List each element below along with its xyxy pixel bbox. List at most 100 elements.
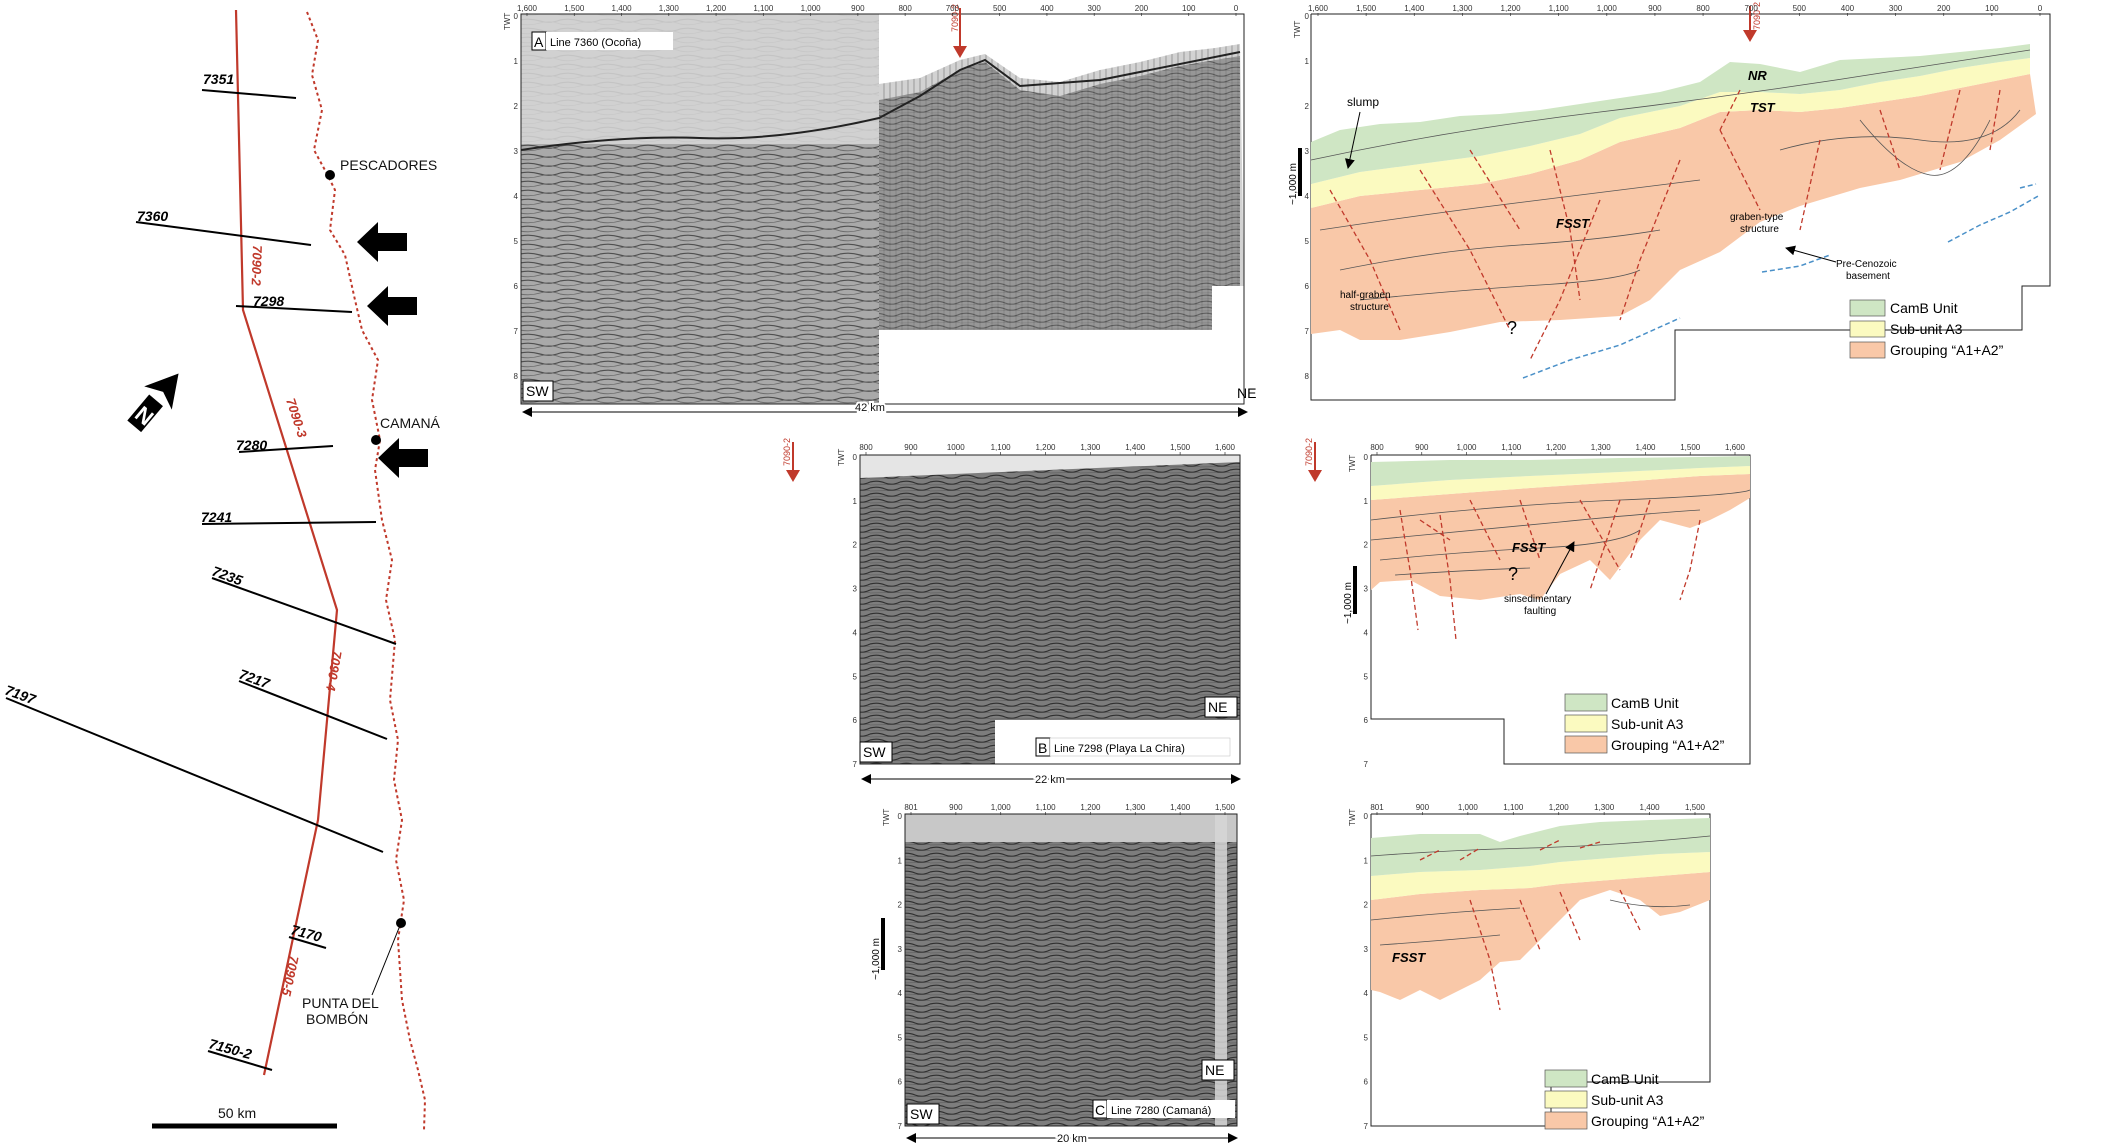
- interp-b-camb-unit: [1371, 456, 1750, 486]
- cdp-tick-label: 700: [1745, 4, 1759, 13]
- cdp-tick-label: 900: [1648, 4, 1662, 13]
- location-map: 7351 7360 7298 7280 7241 7235 7217 7197 …: [3, 9, 441, 1131]
- cdp-tick-label: 1,400: [1170, 803, 1191, 812]
- line-7280: [238, 445, 334, 453]
- panel-a-sw-box: [522, 380, 554, 402]
- interp-a-cdp-ticks: 1,600 1,500 1,400 1,300 1,200 1,100 1,000 900 80…: [1308, 4, 2043, 16]
- twt-tick-label: 1: [853, 497, 858, 506]
- interp-c-subunit-a3: [1371, 852, 1710, 900]
- line-7360: [135, 221, 312, 246]
- twt-tick-label: 5: [1364, 672, 1369, 681]
- interp-a-question: ?: [1507, 318, 1517, 338]
- twt-tick-label: 7: [514, 327, 519, 336]
- panel-b-sw: SW: [863, 744, 886, 760]
- interp-b-horizons: [1370, 489, 1751, 576]
- line-7298: [235, 305, 353, 313]
- panel-c-title: Line 7280 (Camaná): [1111, 1105, 1211, 1117]
- panel-c-title-box: [1107, 1100, 1235, 1118]
- panel-c-twt-label: TWT: [882, 809, 891, 826]
- label-7360: 7360: [137, 208, 168, 224]
- interp-a-graben-1: graben-type: [1730, 212, 1784, 223]
- place-marker-pescadores: [325, 170, 335, 180]
- cdp-tick-label: 1,400: [612, 4, 633, 13]
- panel-a-tie-arrowhead: [953, 46, 967, 58]
- panel-b-frame: [859, 454, 1241, 765]
- twt-tick-label: 3: [1305, 147, 1310, 156]
- interp-a-scale-label: ~1,000 m: [1288, 163, 1299, 205]
- panel-c-sw: SW: [910, 1106, 933, 1122]
- twt-tick-label: 2: [1305, 102, 1310, 111]
- place-punta-line2: BOMBÓN: [306, 1011, 368, 1027]
- label-7235: 7235: [210, 563, 245, 589]
- cdp-tick-label: 1,100: [1501, 443, 1522, 452]
- cdp-tick-label: 1,500: [1170, 443, 1191, 452]
- cdp-tick-label: 1000: [947, 443, 965, 452]
- interp-b-frame: [1370, 454, 1751, 765]
- cdp-tick-label: 1,100: [1503, 803, 1524, 812]
- arrow-icon-3: [378, 438, 428, 478]
- panel-b-ne-box: [1204, 696, 1238, 718]
- line-7241: [201, 521, 377, 525]
- scale-label: 50 km: [218, 1105, 256, 1121]
- cdp-tick-label: 900: [904, 443, 918, 452]
- cdp-tick-label: 1,400: [1635, 443, 1656, 452]
- twt-tick-label: 7: [898, 1122, 903, 1131]
- cdp-tick-label: 1,400: [1404, 4, 1425, 13]
- segment-7090-2: 7090-2: [249, 245, 265, 287]
- cdp-tick-label: 200: [1135, 4, 1149, 13]
- panel-a-seafloor: [520, 51, 1241, 151]
- interp-b-question: ?: [1508, 564, 1518, 584]
- interp-a-twt-label: TWT: [1293, 21, 1302, 38]
- interp-a-precen-arrow: [1785, 245, 1837, 263]
- cdp-tick-label: 400: [1841, 4, 1855, 13]
- twt-tick-label: 6: [1305, 282, 1310, 291]
- panel-c-frame: [904, 813, 1238, 1127]
- interp-c-fsst: FSST: [1392, 950, 1426, 965]
- twt-tick-label: 4: [853, 628, 858, 637]
- panel-c-bright-strip: [1215, 814, 1227, 1126]
- cdp-tick-label: 1,500: [1685, 803, 1706, 812]
- panel-a-frame: [520, 13, 1245, 405]
- twt-tick-label: 6: [514, 282, 519, 291]
- place-pescadores: PESCADORES: [340, 157, 437, 173]
- cdp-tick-label: 1,000: [1597, 4, 1618, 13]
- panel-b-tie-arrowhead: [786, 470, 800, 482]
- interp-c-cdp-ticks: 801 900 1,000 1,100 1,200 1,300 1,400 1,500: [1370, 803, 1706, 815]
- cdp-tick-label: 800: [1370, 443, 1384, 452]
- panel-b-distance: 22 km: [1035, 774, 1065, 786]
- cdp-tick-label: 300: [1889, 4, 1903, 13]
- cdp-tick-label: 300: [1088, 4, 1102, 13]
- cdp-tick-label: 1,000: [1456, 443, 1477, 452]
- panel-a-right-fill: [879, 56, 1240, 330]
- coastline: [306, 11, 427, 1131]
- cdp-tick-label: 1,300: [1594, 803, 1615, 812]
- twt-tick-label: 3: [853, 585, 858, 594]
- interp-a-tie-arrowhead: [1743, 30, 1757, 42]
- line-7351: [201, 89, 297, 99]
- twt-tick-label: 5: [898, 1033, 903, 1042]
- punta-leader: [371, 922, 402, 996]
- interp-b-sinsed-1: sinsedimentary: [1504, 594, 1571, 605]
- cdp-tick-label: 1,200: [1035, 443, 1056, 452]
- panel-c-twt-ticks: 0 1 2 3 4 5 6 7: [898, 812, 903, 1131]
- line-7170: [288, 936, 327, 949]
- twt-tick-label: 0: [1364, 453, 1369, 462]
- panel-c-water: [905, 814, 1237, 842]
- legend-b-a1a2-swatch: [1564, 735, 1608, 754]
- panel-c-distance: 20 km: [1057, 1133, 1087, 1145]
- twt-tick-label: 3: [1364, 585, 1369, 594]
- legend-a-camb-swatch: [1849, 299, 1886, 317]
- cdp-tick-label: 200: [1937, 4, 1951, 13]
- cdp-tick-label: 1,200: [1549, 803, 1570, 812]
- label-7280: 7280: [236, 437, 267, 453]
- cdp-tick-label: 1,400: [1640, 803, 1661, 812]
- twt-tick-label: 1: [1364, 856, 1369, 865]
- cdp-tick-label: 1,200: [1080, 803, 1101, 812]
- panel-c-ne-box: [1201, 1059, 1235, 1081]
- interp-b-scale-label: ~1,000 m: [1343, 582, 1354, 624]
- line-7235: [211, 577, 397, 645]
- interp-a-camb-unit: [1311, 44, 2030, 184]
- interp-a-graben-2: structure: [1740, 224, 1779, 235]
- cdp-tick-label: 500: [1793, 4, 1807, 13]
- interp-a-basement: [1522, 183, 2041, 379]
